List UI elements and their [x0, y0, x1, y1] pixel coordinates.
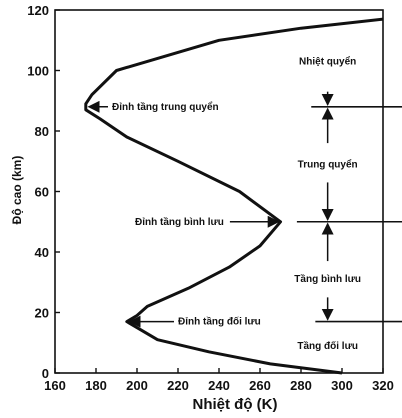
y-tick-label: 40 — [35, 245, 49, 260]
region-label: Tầng đối lưu — [297, 340, 358, 352]
peak-annotation-label: Đỉnh tầng đối lưu — [178, 316, 261, 328]
region-label: Nhiệt quyển — [299, 55, 356, 67]
y-tick-label: 20 — [35, 306, 49, 321]
temperature-curve — [84, 17, 384, 375]
x-tick-label: 320 — [372, 378, 394, 393]
y-tick-label: 80 — [35, 124, 49, 139]
x-tick-label: 300 — [331, 378, 353, 393]
x-axis-label: Nhiệt độ (K) — [193, 396, 278, 413]
x-tick-label: 180 — [85, 378, 107, 393]
y-tick-label: 0 — [42, 366, 49, 381]
y-tick-label: 100 — [27, 64, 49, 79]
y-tick-label: 120 — [27, 3, 49, 18]
y-axis-label: Độ cao (km) — [10, 156, 24, 225]
x-tick-label: 240 — [208, 378, 230, 393]
x-tick-label: 280 — [290, 378, 312, 393]
region-label: Trung quyển — [298, 158, 358, 170]
x-tick-label: 220 — [167, 378, 189, 393]
x-tick-label: 200 — [126, 378, 148, 393]
peak-annotation-label: Đỉnh tầng trung quyển — [112, 101, 219, 113]
x-tick-label: 260 — [249, 378, 271, 393]
peak-annotation-label: Đỉnh tầng bình lưu — [135, 216, 224, 228]
y-tick-label: 60 — [35, 185, 49, 200]
region-label: Tầng bình lưu — [294, 273, 361, 285]
x-tick-label: 160 — [44, 378, 66, 393]
